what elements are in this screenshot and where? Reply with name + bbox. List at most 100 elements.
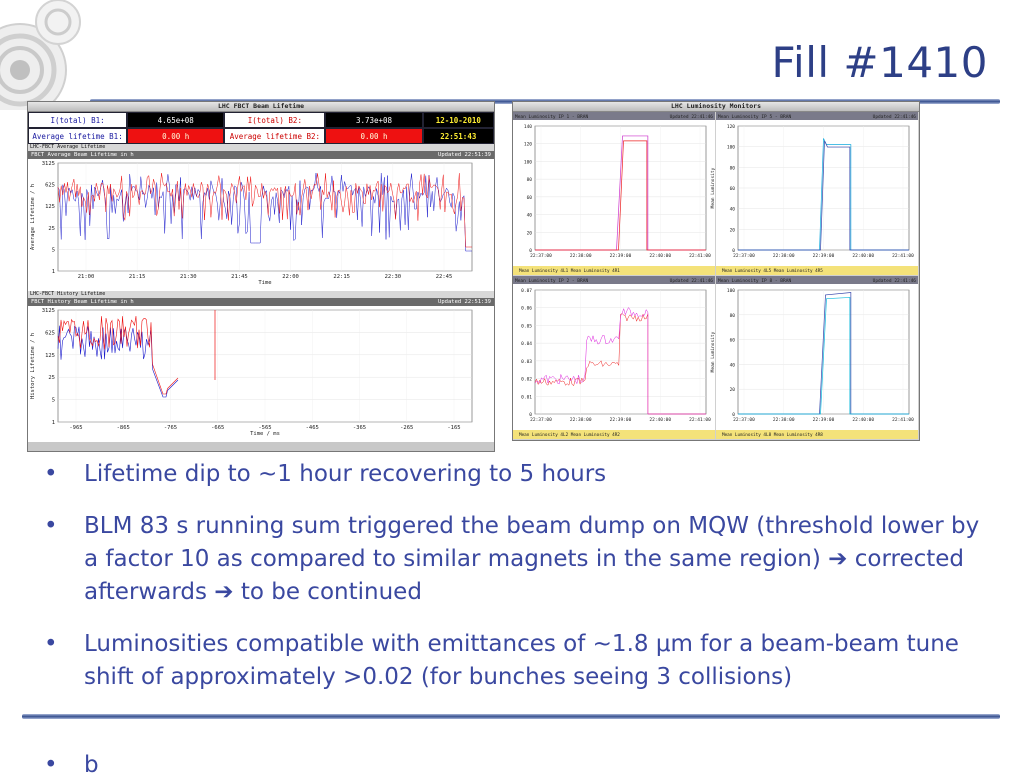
- y-tick-label: 0.03: [521, 359, 532, 365]
- y-tick-label: 0.02: [521, 377, 532, 383]
- extra-bullet-text: b: [84, 752, 99, 778]
- y-tick-label: 0.06: [521, 306, 532, 312]
- x-tick-label: 22:15: [333, 274, 350, 280]
- panel-updated: Updated 22:41:46: [873, 114, 917, 120]
- x-tick-label: 22:37:00: [733, 417, 755, 423]
- bullet-blm-dump: BLM 83 s running sum triggered the beam …: [44, 510, 994, 609]
- series-line: [534, 306, 706, 415]
- x-tick-label: 22:41:00: [689, 417, 711, 423]
- panel-updated: Updated 22:41:46: [670, 114, 714, 120]
- lumi-panel: Mean Luminosity IP 8 - BRAN Updated 22:41…: [710, 276, 918, 439]
- avg-lifetime-b1-value: 0.00 h: [127, 128, 225, 144]
- x-tick-label: 22:40:00: [852, 417, 874, 423]
- y-tick-label: 0.04: [521, 341, 532, 347]
- b1-intensity-value: 4.65e+08: [127, 112, 225, 128]
- x-tick-label: 21:00: [78, 274, 95, 280]
- x-tick-label: 21:15: [129, 274, 146, 280]
- y-tick-label: 0: [732, 412, 735, 418]
- y-tick-label: 0: [529, 248, 532, 254]
- y-tick-label: 60: [527, 195, 533, 201]
- luminosity-monitor-window: LHC Luminosity Monitors Mean Luminosity …: [512, 101, 920, 441]
- b2-intensity-label: I(total) B2:: [224, 112, 326, 128]
- x-tick-label: 22:38:00: [570, 417, 592, 423]
- y-tick-label: 625: [45, 183, 55, 189]
- fbct-lifetime-window: LHC FBCT Beam Lifetime I(total) B1: 4.65…: [27, 101, 495, 452]
- series-b1-line: [57, 172, 472, 252]
- x-tick-label: -665: [211, 425, 224, 431]
- time-display: 22:51:43: [422, 128, 494, 144]
- y-tick-label: 120: [727, 124, 735, 130]
- y-tick-label: 40: [730, 362, 736, 368]
- x-tick-label: 22:39:00: [813, 417, 835, 423]
- fbct-window-title: LHC FBCT Beam Lifetime: [28, 102, 494, 112]
- x-tick-label: 22:00: [282, 274, 299, 280]
- panel-title-bar: [513, 276, 715, 284]
- avg-lifetime-b2-value: 0.00 h: [325, 128, 423, 144]
- avg-plot-title: FBCT Average Beam Lifetime in h: [31, 152, 134, 158]
- x-tick-label: 22:41:00: [892, 417, 914, 423]
- x-tick-label: -465: [306, 425, 319, 431]
- x-tick-label: 22:40:00: [852, 253, 874, 259]
- lumi-panel: Mean Luminosity IP 2 - BRAN Updated 22:41…: [513, 276, 715, 439]
- panel-legend-bar: [716, 266, 918, 275]
- y-tick-label: 60: [730, 338, 736, 344]
- y-tick-label: 80: [527, 177, 533, 183]
- panel-title-bar: [716, 276, 918, 284]
- y-axis-label: Average Lifetime / h: [30, 184, 36, 250]
- plot-area: [57, 162, 473, 272]
- x-tick-label: 22:39:00: [813, 253, 835, 259]
- y-tick-label: 20: [730, 387, 736, 393]
- x-tick-label: -565: [258, 425, 271, 431]
- fbct-header-row-2: Average lifetime B1: 0.00 h Average life…: [28, 128, 494, 144]
- panel-title-bar: [716, 112, 918, 120]
- x-tick-label: -165: [447, 425, 460, 431]
- date-display: 12-10-2010: [422, 112, 494, 128]
- hist-section-label: LHC-FBCT History Lifetime: [28, 291, 494, 298]
- x-tick-label: -365: [353, 425, 366, 431]
- y-tick-label: 125: [45, 204, 55, 210]
- x-tick-label: 22:39:00: [610, 253, 632, 259]
- y-tick-label: 25: [48, 375, 55, 381]
- x-axis-label: Time: [258, 280, 271, 286]
- y-tick-label: 1: [52, 269, 55, 275]
- y-tick-label: 3125: [42, 161, 55, 167]
- panel-updated: Updated 22:41:46: [670, 278, 714, 284]
- series-b1-line: [57, 325, 179, 398]
- y-tick-label: 60: [730, 186, 736, 192]
- lumi-panel: Mean Luminosity IP 1 - BRAN Updated 22:41…: [513, 112, 715, 275]
- lumi-panel: Mean Luminosity IP 5 - BRAN Updated 22:41…: [710, 112, 918, 275]
- y-tick-label: 120: [524, 142, 532, 148]
- panel-legend-bar: [716, 430, 918, 439]
- lumi-window-title: LHC Luminosity Monitors: [513, 102, 919, 112]
- y-tick-label: 0: [529, 412, 532, 418]
- b2-intensity-value: 3.73e+08: [325, 112, 423, 128]
- y-tick-label: 80: [730, 165, 736, 171]
- panel-title-bar: [513, 112, 715, 120]
- panel-legend: Mean Luminosity 4L1 Mean Luminosity 4R1: [519, 268, 620, 274]
- slide-title: Fill #1410: [771, 38, 988, 87]
- extra-bullet-dot: •: [44, 752, 58, 778]
- x-tick-label: 21:30: [180, 274, 197, 280]
- bottom-rule: [22, 714, 1000, 719]
- x-tick-label: 22:41:00: [689, 253, 711, 259]
- series-line: [535, 140, 706, 251]
- panel-title: Mean Luminosity IP 2 - BRAN: [515, 278, 588, 284]
- series-b2-line: [57, 316, 179, 395]
- history-lifetime-plot: 3125 625 125 25 5 1 -965 -865 -765 -665 -565 -465 -3…: [28, 306, 494, 442]
- series-line: [534, 313, 706, 415]
- x-tick-label: 22:38:00: [773, 253, 795, 259]
- x-tick-label: 22:40:00: [649, 253, 671, 259]
- x-tick-label: -965: [69, 425, 82, 431]
- x-tick-label: 22:37:00: [530, 417, 552, 423]
- y-tick-label: 3125: [42, 308, 55, 314]
- x-tick-label: 21:45: [231, 274, 248, 280]
- series-line: [738, 140, 909, 251]
- y-tick-label: 0.01: [521, 394, 532, 400]
- y-tick-label: 625: [45, 330, 55, 336]
- hist-plot-updated: Updated 22:51:39: [438, 299, 491, 305]
- average-lifetime-plot: 3125 625 125 25 5 1 21:00 21:15 21:30 21:45 22:00 2…: [28, 159, 494, 291]
- cern-logo: [0, 0, 81, 110]
- series-b2-line: [57, 173, 472, 248]
- y-tick-label: 5: [52, 398, 55, 404]
- y-axis-label: History Lifetime / h: [30, 333, 36, 399]
